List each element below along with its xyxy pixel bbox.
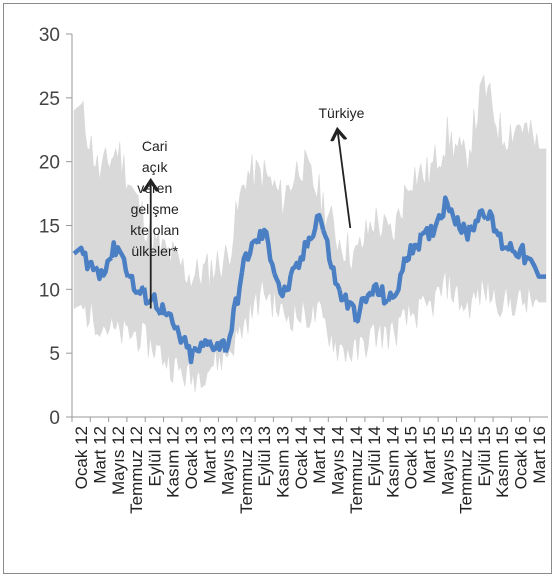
line-segment: [354, 290, 374, 325]
x-tick-label: Mayıs 14: [329, 426, 348, 495]
line-segment: [93, 255, 114, 282]
annotation-label: Cari: [142, 138, 168, 154]
line-segment: [304, 212, 326, 249]
line-segment: [419, 220, 440, 242]
chart-frame: 0 5 10 15 20 25 30 Ocak 12 Mart 12 Mayıs 12 Temmuz…: [3, 3, 552, 574]
line-segment: [255, 227, 277, 275]
line-layer: [72, 195, 546, 365]
band-segment: [95, 147, 112, 338]
line-segment: [272, 272, 293, 299]
band-segment: [209, 245, 226, 371]
annotation-label: veren: [137, 180, 172, 196]
line-segment: [434, 195, 456, 223]
annotation-label: Türkiye: [319, 105, 365, 121]
x-tick-label: Eylül 13: [255, 426, 274, 486]
x-tick-label: Ocak 14: [292, 426, 311, 489]
band-segment: [485, 82, 547, 318]
y-tick-label: 10: [39, 280, 60, 301]
line-segment: [467, 208, 488, 233]
line-segment: [174, 324, 196, 365]
line-segment: [158, 302, 179, 331]
x-tick-label: Mart 15: [420, 426, 439, 484]
line-segment: [451, 215, 472, 242]
line-segment: [141, 287, 163, 316]
x-tick-label: Eylül 12: [145, 426, 164, 486]
x-tick-label: Ocak 13: [182, 426, 201, 489]
band-segment: [143, 219, 161, 358]
annotation-text-group: Türkiye: [319, 105, 365, 121]
x-tick-label: Kasım 12: [164, 426, 183, 498]
line-segment: [207, 338, 228, 353]
band-segment: [73, 100, 96, 335]
x-tick-label: Ocak 15: [402, 426, 421, 489]
annotation-label: açık: [142, 159, 169, 175]
x-tick-label: Eylül 14: [365, 426, 384, 486]
line-segment: [192, 338, 212, 354]
line-segment: [109, 240, 131, 279]
annotation-label: ülkeler*: [131, 243, 178, 259]
x-tick-label: Kasım 15: [493, 426, 512, 498]
line-segment: [485, 209, 546, 279]
line-segment: [321, 229, 342, 291]
line-segment: [386, 256, 407, 303]
x-tick-label: Temmuz 15: [457, 426, 476, 514]
x-tick-label: Kasım 13: [274, 426, 293, 498]
x-tick-label: Mart 16: [530, 426, 549, 484]
line-segment: [223, 272, 245, 354]
x-tick-label: Mayıs 13: [219, 426, 238, 495]
annotation-layer: Cari açık veren gelişme kte olan ülkeler* Türk…: [130, 105, 365, 309]
line-segment: [288, 239, 310, 276]
band-segment: [192, 253, 210, 392]
band-segment: [322, 192, 340, 361]
line-segment: [402, 232, 424, 264]
x-tick-label: Eylül 15: [475, 426, 494, 486]
x-tick-label: Mayıs 12: [109, 426, 128, 495]
annotation-label: kte olan: [130, 222, 179, 238]
y-tick-label: 20: [39, 153, 60, 174]
line-segment: [72, 245, 98, 273]
x-tick-label: Mayıs 15: [438, 426, 457, 495]
line-segment: [239, 238, 261, 274]
x-tick-label: Temmuz 13: [237, 426, 256, 514]
line-segment: [369, 281, 389, 306]
x-tick-label: Kasım 14: [383, 426, 402, 498]
band-segment: [225, 185, 243, 358]
x-tick-label: Temmuz 12: [127, 426, 146, 514]
annotation-arrow: [337, 130, 352, 229]
line-segment: [337, 289, 359, 323]
band-segment: [176, 248, 194, 387]
band-segment: [371, 207, 389, 350]
band-layer: [73, 74, 547, 392]
y-tick-label: 15: [39, 217, 60, 238]
x-tick-label: Mart 13: [200, 426, 219, 484]
x-tick-label: Mart 12: [91, 426, 110, 484]
y-tick-label: 5: [49, 344, 60, 365]
x-tick-label: Ocak 16: [512, 426, 531, 489]
band-segment: [274, 179, 292, 330]
line-segment: [126, 273, 145, 296]
annotation-label: gelişme: [131, 201, 179, 217]
y-tick-label: 25: [39, 89, 60, 110]
annotation-text-group: Cari açık veren gelişme kte olan ülkeler*: [130, 138, 179, 259]
x-tick-label: Mart 14: [310, 426, 329, 484]
band-segment: [355, 219, 373, 361]
y-tick-label: 30: [39, 25, 60, 46]
x-tick-label: Ocak 12: [72, 426, 91, 489]
x-tick-label: Temmuz 14: [347, 426, 366, 514]
band-segment: [469, 74, 487, 319]
y-tick-label: 0: [49, 408, 60, 429]
